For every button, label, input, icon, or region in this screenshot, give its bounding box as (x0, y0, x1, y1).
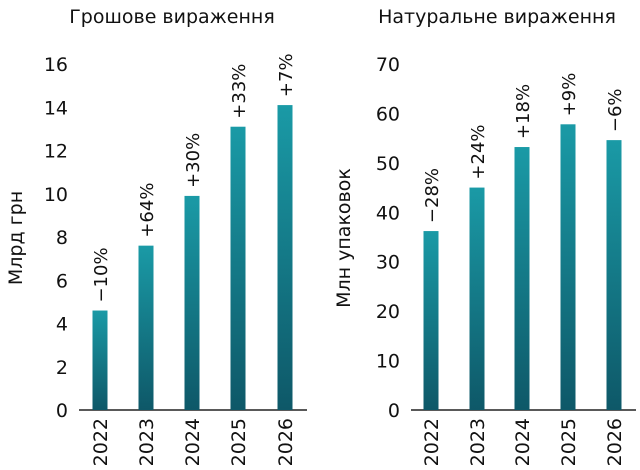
data-label: +9% (559, 73, 580, 117)
x-tick-label: 2025 (558, 418, 580, 466)
y-tick-label: 40 (376, 202, 400, 224)
bar-2026 (277, 105, 293, 411)
y-tick-label: 30 (376, 252, 400, 274)
data-label: +64% (137, 183, 158, 238)
data-label: +18% (513, 84, 534, 139)
y-tick-label: 12 (44, 141, 68, 163)
bar-2023 (138, 245, 154, 410)
bar-2023 (469, 187, 485, 410)
y-axis-label: Млрд грн (5, 191, 27, 285)
x-tick-label: 2024 (512, 418, 534, 466)
data-label: −10% (91, 247, 112, 302)
data-label: +33% (229, 64, 250, 119)
data-label: −28% (422, 168, 443, 223)
data-label: +7% (276, 53, 297, 97)
bar-2022 (423, 231, 439, 410)
bar-2025 (560, 124, 576, 410)
x-tick-label: 2023 (467, 418, 489, 466)
y-tick-label: 4 (56, 314, 68, 336)
bar-2024 (514, 147, 530, 411)
bar-2026 (606, 140, 622, 410)
chart-title: Натуральне вираження (378, 6, 616, 28)
y-tick-label: 50 (376, 153, 400, 175)
x-tick-label: 2024 (182, 418, 204, 466)
y-tick-label: 8 (56, 227, 68, 249)
y-tick-label: 10 (44, 184, 68, 206)
data-label: +24% (468, 124, 489, 179)
chart-title: Грошове вираження (69, 6, 275, 28)
x-tick-label: 2026 (275, 418, 297, 466)
x-tick-label: 2022 (90, 418, 112, 466)
bar-2025 (230, 126, 246, 411)
y-tick-label: 20 (376, 301, 400, 323)
x-tick-label: 2026 (604, 418, 626, 466)
bar-2024 (184, 195, 200, 410)
x-tick-label: 2023 (136, 418, 158, 466)
y-tick-label: 6 (56, 270, 68, 292)
data-label: +30% (183, 133, 204, 188)
y-tick-label: 2 (56, 357, 68, 379)
y-tick-label: 10 (376, 351, 400, 373)
y-tick-label: 0 (56, 400, 68, 422)
bar-2022 (92, 310, 108, 410)
y-tick-label: 0 (388, 400, 400, 422)
money-chart: Грошове вираження Млрд грн 0 2 4 6 8 10 12 14 16… (5, 6, 307, 466)
y-tick-label: 16 (44, 54, 68, 76)
y-axis-label: Млн упаковок (333, 168, 355, 308)
y-tick-label: 14 (44, 97, 68, 119)
y-tick-label: 60 (376, 103, 400, 125)
data-label: −6% (605, 88, 626, 132)
units-chart: Натуральне вираження Млн упаковок 0 10 20 3… (333, 6, 636, 466)
x-tick-label: 2025 (228, 418, 250, 466)
x-tick-label: 2022 (421, 418, 443, 466)
y-tick-label: 70 (376, 54, 400, 76)
